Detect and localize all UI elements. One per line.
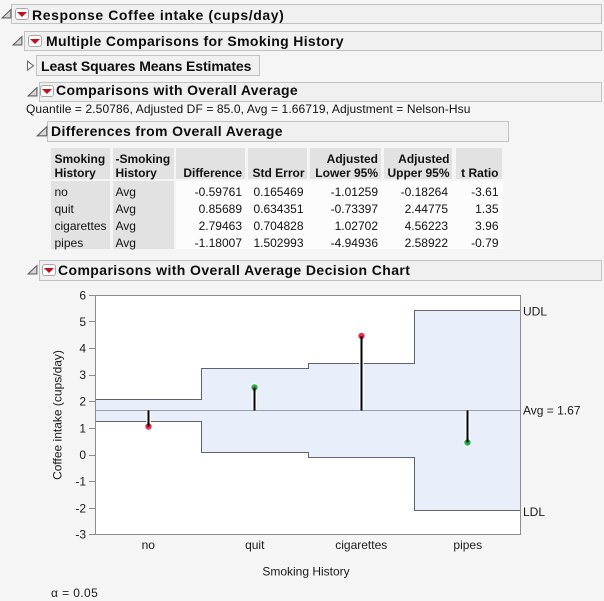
svg-text:3: 3 <box>79 368 86 382</box>
svg-text:1: 1 <box>79 422 86 436</box>
svg-text:5: 5 <box>79 315 86 329</box>
svg-text:cigarettes: cigarettes <box>335 538 387 552</box>
svg-text:-3: -3 <box>75 528 86 542</box>
svg-text:Smoking History: Smoking History <box>262 565 349 579</box>
svg-text:quit: quit <box>245 538 265 552</box>
svg-text:no: no <box>142 538 156 552</box>
svg-text:Avg = 1.67: Avg = 1.67 <box>523 404 581 418</box>
svg-text:LDL: LDL <box>523 505 545 519</box>
svg-text:UDL: UDL <box>523 305 547 319</box>
svg-text:α = 0.05: α = 0.05 <box>51 586 98 600</box>
svg-text:6: 6 <box>79 289 86 303</box>
svg-text:-2: -2 <box>75 502 86 516</box>
svg-text:pipes: pipes <box>453 538 482 552</box>
svg-text:4: 4 <box>79 342 86 356</box>
svg-text:-1: -1 <box>75 475 86 489</box>
svg-text:Coffee intake (cups/day): Coffee intake (cups/day) <box>51 350 65 480</box>
svg-text:2: 2 <box>79 395 86 409</box>
svg-text:0: 0 <box>79 448 86 462</box>
